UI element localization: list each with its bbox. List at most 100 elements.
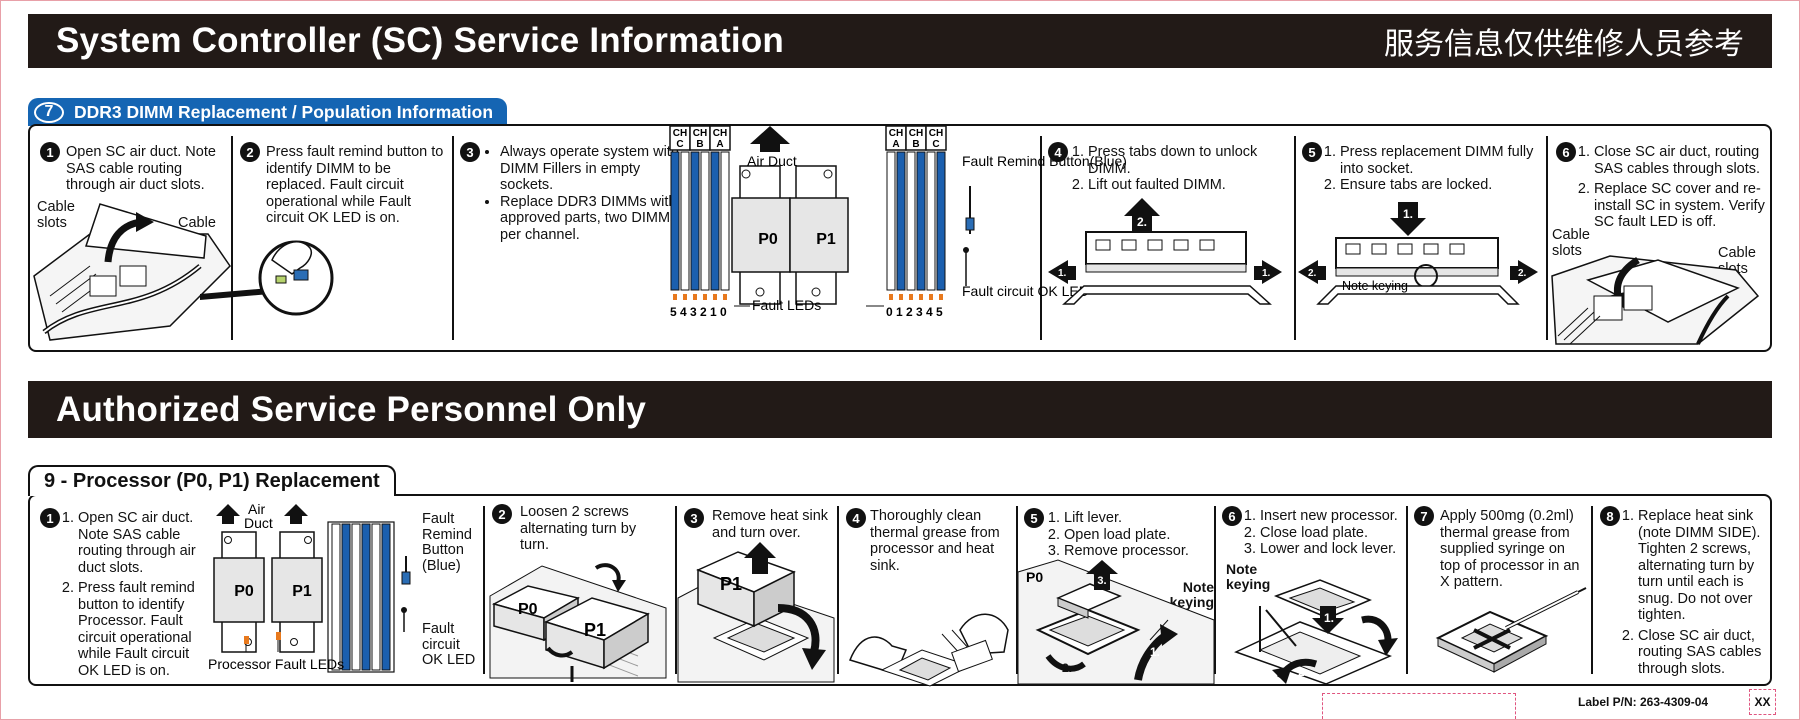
close-duct-illustration [1551, 255, 1760, 345]
step-list: Close SC air duct, routing SAS cables th… [1576, 144, 1772, 231]
authorized-banner: Authorized Service Personnel Only [28, 381, 1772, 438]
air-duct-label: Air Duct [747, 153, 797, 169]
step-divider [1040, 136, 1042, 340]
bullet-item: Always operate system with DIMM Fillers … [500, 144, 682, 194]
bullet-item: Replace DDR3 DIMMs with approved parts, … [500, 194, 682, 244]
svg-text:P1: P1 [720, 574, 742, 594]
step-number: 6 [1222, 506, 1242, 526]
svg-text:1.: 1. [1262, 268, 1271, 279]
dimm-insert-illustration: 1. 2. 2. Note keying [1298, 202, 1538, 305]
svg-text:B: B [696, 139, 703, 150]
list-item: Open load plate. [1064, 527, 1214, 544]
step-number: 7 [1414, 506, 1434, 526]
list-item: Press tabs down to unlock DIMM. [1088, 144, 1284, 177]
step-number: 4 [846, 508, 866, 528]
loosen-screws-illustration: P0 P1 [489, 563, 667, 682]
note-keying-label: Note keying [1342, 279, 1408, 293]
step-text: Loosen 2 screws alternating turn by turn… [520, 504, 637, 553]
led-numbers-right: 0 1 2 3 4 5 [886, 305, 943, 319]
fault-ok-label: Fault circuit OK LED [422, 621, 476, 668]
list-item: Lift lever. [1064, 510, 1214, 527]
revision-box: XX [1749, 689, 1776, 715]
step-divider [452, 136, 454, 340]
step-list: Lift lever. Open load plate. Remove proc… [1046, 510, 1214, 560]
step-text: Remove heat sink and turn over. [712, 508, 829, 541]
remove-heatsink-illustration: P1 [677, 542, 835, 683]
step-number: 2 [492, 504, 512, 524]
list-item: Insert new processor. [1260, 508, 1412, 525]
svg-text:C: C [932, 139, 939, 150]
page-title-chinese: 服务信息仅供维修人员参考 [1384, 27, 1744, 62]
step-divider [1591, 506, 1593, 674]
svg-text:2.: 2. [1308, 268, 1317, 279]
step-divider [1214, 506, 1216, 674]
svg-text:2.: 2. [1137, 215, 1147, 229]
step-number: 1 [40, 508, 60, 528]
list-item: Open SC air duct. Note SAS cable routing… [78, 510, 212, 576]
processor-label: P1 [292, 583, 312, 600]
svg-text:CH: CH [909, 128, 923, 139]
fault-remind-label: Fault Remind Button(Blue) [962, 153, 1127, 169]
step-text: Press fault remind button to identify DI… [266, 144, 444, 226]
step-list: Press tabs down to unlock DIMM. Lift out… [1070, 144, 1284, 194]
svg-text:CH: CH [713, 128, 727, 139]
list-item: Lower and lock lever. [1260, 541, 1412, 558]
step-number: 3 [684, 508, 704, 528]
top-banner: System Controller (SC) Service Informati… [28, 14, 1772, 68]
authorized-title: Authorized Service Personnel Only [56, 389, 647, 429]
svg-text:3.: 3. [1368, 623, 1378, 637]
page-title: System Controller (SC) Service Informati… [56, 21, 785, 60]
note-keying-label: Note keying [1226, 561, 1271, 592]
step-text: Open SC air duct. Note SAS cable routing… [66, 144, 216, 193]
step-number: 2 [240, 142, 260, 162]
svg-text:P0: P0 [1026, 569, 1043, 585]
dimm-section-number: 7 [34, 101, 64, 123]
list-item: Lift out faulted DIMM. [1088, 177, 1284, 194]
step-list: Replace heat sink (note DIMM SIDE). Tigh… [1620, 508, 1772, 677]
list-item: Replace heat sink (note DIMM SIDE). Tigh… [1638, 508, 1772, 624]
svg-text:A: A [892, 139, 899, 150]
led-numbers-left: 5 4 3 2 1 0 [670, 305, 727, 319]
step-number: 6 [1556, 142, 1576, 162]
svg-text:1.: 1. [1403, 207, 1413, 221]
dimm-section-tab: 7 DDR3 DIMM Replacement / Population Inf… [28, 98, 508, 126]
step-number: 8 [1600, 506, 1620, 526]
remove-processor-illustration: P0 3. 2. 1. [1017, 559, 1215, 685]
step-number: 5 [1302, 142, 1322, 162]
svg-text:2.: 2. [1298, 665, 1308, 679]
insert-processor-illustration: 1. 3. 2. [1234, 579, 1398, 685]
step-divider [231, 136, 233, 340]
list-item: Replace SC cover and re-install SC in sy… [1594, 181, 1772, 231]
svg-text:CH: CH [889, 128, 903, 139]
svg-text:3.: 3. [1097, 575, 1106, 587]
svg-text:B: B [912, 139, 919, 150]
apply-grease-illustration [1435, 587, 1587, 673]
svg-text:2.: 2. [1062, 661, 1072, 675]
part-number-label: Label P/N: 263-4309-04 [1578, 695, 1709, 709]
svg-text:A: A [716, 139, 723, 150]
list-item: Close load plate. [1260, 525, 1412, 542]
svg-text:1.: 1. [1324, 611, 1334, 625]
step-text: Thoroughly clean thermal grease from pro… [870, 508, 1000, 574]
air-duct-illustration [33, 203, 231, 341]
air-duct-label-line1: Air [248, 501, 265, 517]
step-divider [1406, 506, 1408, 674]
step-list: Press replacement DIMM fully into socket… [1322, 144, 1540, 194]
footer-dashed-box [1322, 693, 1516, 719]
dimm-section-title: DDR3 DIMM Replacement / Population Infor… [74, 101, 494, 122]
step-divider [837, 506, 839, 674]
svg-text:CH: CH [929, 128, 943, 139]
step-number: 5 [1024, 508, 1044, 528]
note-keying-label: Note keying [1169, 579, 1214, 610]
fault-remind-label: Fault Remind Button (Blue) [422, 511, 472, 574]
step-divider [1546, 136, 1548, 340]
svg-text:P0: P0 [518, 601, 538, 618]
fault-button-zoom [200, 240, 334, 316]
list-item: Close SC air duct, routing SAS cables th… [1594, 144, 1772, 177]
svg-text:C: C [676, 139, 683, 150]
clean-grease-illustration [848, 613, 1009, 687]
svg-text:P1: P1 [584, 620, 606, 640]
